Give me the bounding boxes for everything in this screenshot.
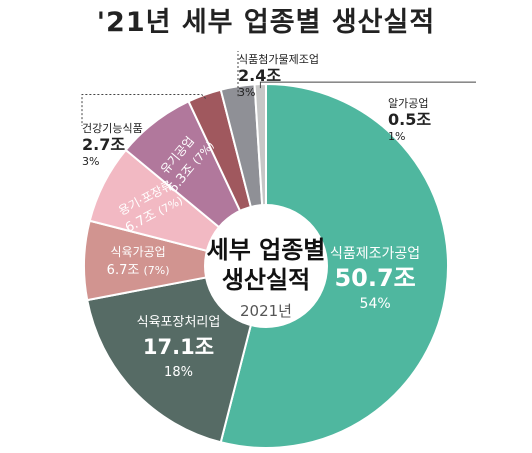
slice-pct: 3% — [82, 155, 99, 168]
slice-amount: 17.1조 — [143, 335, 214, 359]
slice-amount: 2.4조 — [238, 66, 281, 85]
slice-amount: 6.7조 — [107, 263, 144, 278]
slice-label: 식품제조가공업 — [330, 246, 420, 262]
slice-label-group-1: 식품제조가공업 50.7조 54% — [330, 246, 420, 312]
donut-hole — [204, 204, 328, 328]
pie-slice-2 — [86, 264, 268, 444]
leader-line-8 — [259, 81, 476, 89]
slice-amount-pct: 6.7조 (7%) — [107, 263, 170, 278]
leader-line-6 — [81, 94, 207, 126]
slice-label-group-3: 식육가공업 6.7조 (7%) — [107, 245, 170, 278]
center-year: 2021년 — [240, 302, 292, 320]
slice-label-group-2: 식육포장처리업 17.1조 18% — [137, 315, 221, 380]
chart-title: '21년 세부 업종별 생산실적 — [96, 7, 436, 38]
slice-label: 알가공업 — [388, 96, 428, 110]
center-title-line1: 세부 업종별 — [207, 236, 326, 264]
slice-label: 식품첨가물제조업 — [238, 53, 319, 66]
slice-pct: 1% — [388, 130, 405, 143]
pie-slice-1 — [219, 82, 449, 449]
slice-amount: 50.7조 — [334, 264, 415, 292]
slice-pct: 54% — [360, 296, 391, 312]
slice-label: 건강기능식품 — [82, 122, 143, 135]
slice-pct: 18% — [164, 365, 193, 380]
slice-label: 식육가공업 — [110, 245, 165, 259]
slice-pct: 3% — [238, 86, 255, 99]
slice-label: 식육포장처리업 — [137, 315, 221, 330]
slice-pct: (7%) — [143, 264, 169, 277]
slice-amount: 0.5조 — [388, 110, 431, 129]
center-title-line2: 생산실적 — [222, 266, 310, 294]
slice-amount: 2.7조 — [82, 135, 125, 154]
